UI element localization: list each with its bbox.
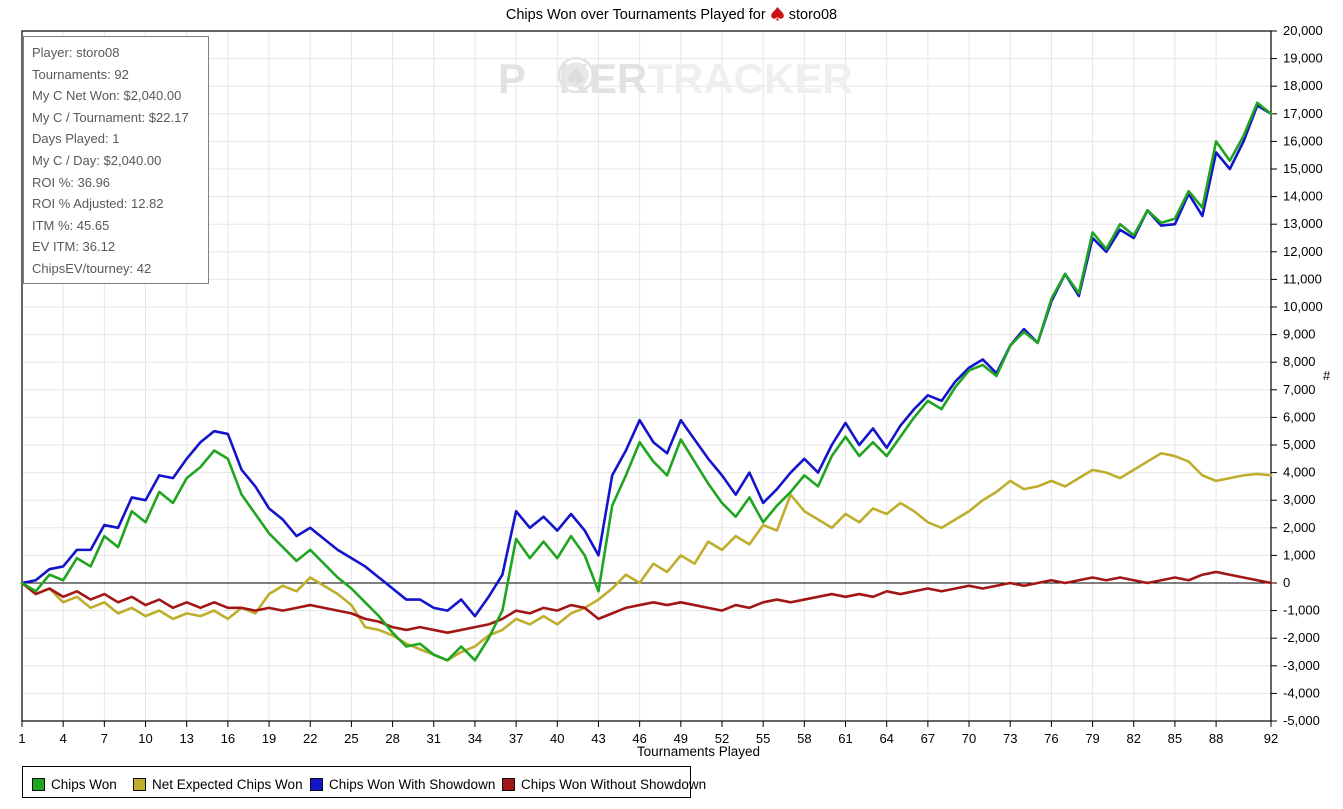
svg-text:73: 73	[1003, 731, 1017, 746]
svg-text:13,000: 13,000	[1283, 216, 1323, 231]
svg-text:8,000: 8,000	[1283, 354, 1316, 369]
svg-text:11,000: 11,000	[1283, 271, 1322, 286]
svg-text:64: 64	[879, 731, 893, 746]
svg-text:82: 82	[1127, 731, 1141, 746]
svg-text:76: 76	[1044, 731, 1058, 746]
svg-text:3,000: 3,000	[1283, 492, 1316, 507]
svg-text:5,000: 5,000	[1283, 437, 1316, 452]
svg-text:12,000: 12,000	[1283, 244, 1323, 259]
svg-text:88: 88	[1209, 731, 1223, 746]
svg-text:14,000: 14,000	[1283, 189, 1323, 204]
svg-text:9,000: 9,000	[1283, 327, 1316, 342]
svg-text:19,000: 19,000	[1283, 51, 1323, 66]
svg-text:6,000: 6,000	[1283, 409, 1316, 424]
svg-text:20,000: 20,000	[1283, 23, 1323, 38]
svg-text:-3,000: -3,000	[1283, 658, 1320, 673]
svg-text:17,000: 17,000	[1283, 106, 1323, 121]
svg-text:58: 58	[797, 731, 811, 746]
svg-text:0: 0	[1283, 575, 1290, 590]
svg-text:92: 92	[1264, 731, 1278, 746]
svg-text:-5,000: -5,000	[1283, 713, 1320, 728]
svg-text:1,000: 1,000	[1283, 547, 1316, 562]
svg-text:7,000: 7,000	[1283, 382, 1316, 397]
svg-text:-4,000: -4,000	[1283, 685, 1320, 700]
svg-text:4,000: 4,000	[1283, 465, 1316, 480]
svg-text:79: 79	[1085, 731, 1099, 746]
svg-text:10,000: 10,000	[1283, 299, 1323, 314]
svg-text:70: 70	[962, 731, 976, 746]
svg-text:-1,000: -1,000	[1283, 603, 1320, 618]
svg-text:2,000: 2,000	[1283, 520, 1316, 535]
svg-text:-2,000: -2,000	[1283, 630, 1320, 645]
svg-text:18,000: 18,000	[1283, 78, 1323, 93]
svg-text:61: 61	[838, 731, 852, 746]
svg-text:16,000: 16,000	[1283, 133, 1323, 148]
svg-text:85: 85	[1168, 731, 1182, 746]
svg-text:67: 67	[921, 731, 935, 746]
svg-text:15,000: 15,000	[1283, 161, 1323, 176]
